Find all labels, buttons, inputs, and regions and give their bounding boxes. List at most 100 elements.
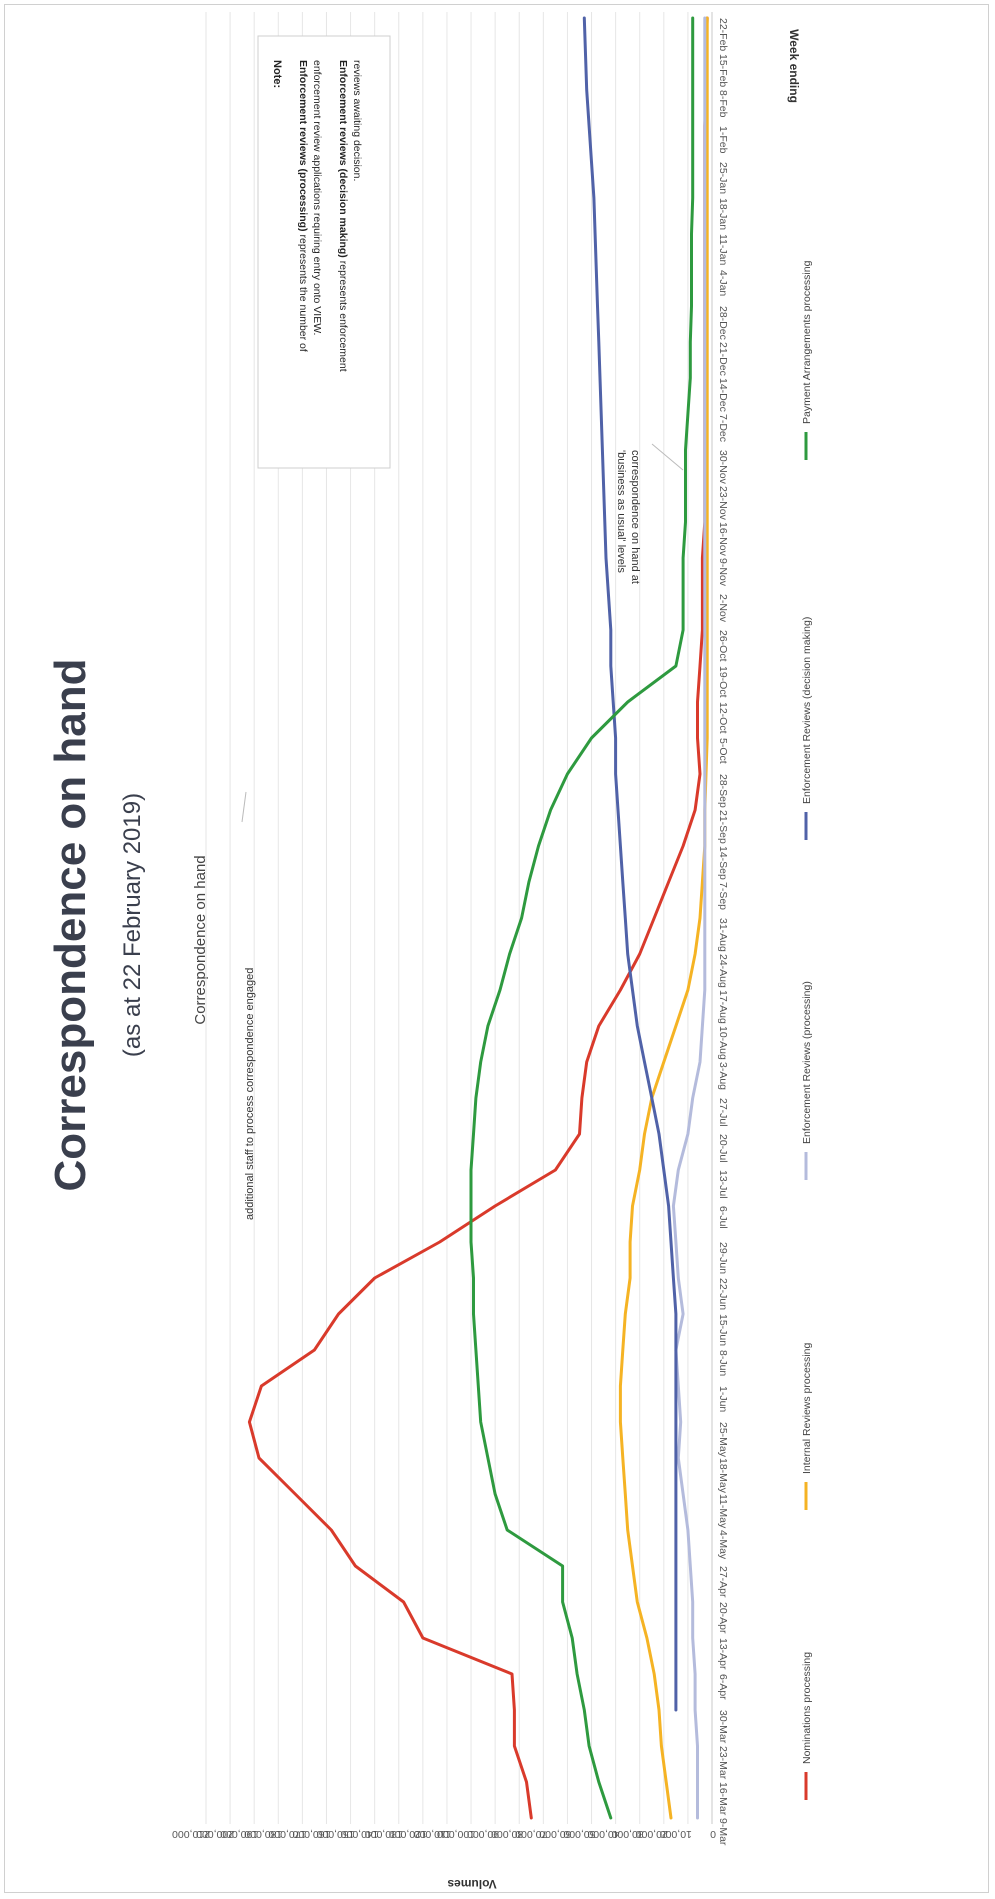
- y-axis-label: Volumes: [447, 1877, 496, 1891]
- chart-title: Correspondence on hand: [192, 855, 209, 1024]
- annotation-leader-staff: [241, 791, 247, 823]
- x-tick-label: 9-Nov: [717, 558, 729, 587]
- annotation-leader-bau: [651, 443, 684, 471]
- x-tick-label: 1-Jun: [717, 1386, 729, 1412]
- x-tick-label: 15-Jun: [717, 1314, 729, 1346]
- x-tick-label: 20-Jul: [717, 1134, 729, 1163]
- y-tick-label: 190,000: [220, 1828, 258, 1840]
- y-tick-label: 10,000: [660, 1828, 692, 1840]
- x-tick-label: 7-Sep: [717, 882, 729, 910]
- note-para2-line2: reviews awaiting decision.: [351, 60, 363, 181]
- series-line-4: [469, 16, 695, 1820]
- x-tick-label: 4-May: [717, 1530, 729, 1560]
- x-tick-label: 20-Apr: [717, 1602, 729, 1634]
- note-box: [257, 35, 391, 469]
- legend-label-0: Nominations processing: [801, 1652, 813, 1764]
- x-tick-label: 8-Feb: [717, 90, 729, 118]
- x-tick-label: 13-Jul: [717, 1170, 729, 1199]
- note-para1-bold: Enforcement reviews (processing): [297, 60, 309, 232]
- x-tick-label: 13-Apr: [717, 1638, 729, 1670]
- page-subtitle: (as at 22 February 2019): [119, 793, 146, 1057]
- x-tick-label: 30-Mar: [717, 1710, 729, 1744]
- y-tick-label: 130,000: [365, 1828, 403, 1840]
- legend-label-2: Enforcement Reviews (processing): [801, 981, 813, 1144]
- note-para1-rest: represents the number of: [297, 232, 309, 352]
- x-tick-label: 23-Nov: [717, 486, 729, 521]
- x-tick-label: 18-Jan: [717, 198, 729, 230]
- x-tick-label: 26-Oct: [717, 630, 729, 662]
- y-tick-label: 70,000: [515, 1828, 547, 1840]
- y-tick-label: 100,000: [437, 1828, 475, 1840]
- y-tick-label: 210,000: [172, 1828, 210, 1840]
- y-tick-label: 0: [710, 1828, 716, 1840]
- x-tick-label: 25-Jan: [717, 162, 729, 194]
- page-title: Correspondence on hand: [46, 659, 95, 1192]
- x-tick-label: 21-Dec: [717, 342, 729, 376]
- x-tick-label: 16-Mar: [717, 1782, 729, 1816]
- x-tick-label: 19-Oct: [717, 666, 729, 698]
- note-para1-line1: Enforcement reviews (processing) represe…: [297, 60, 309, 352]
- y-tick-label: 180,000: [244, 1828, 282, 1840]
- x-tick-label: 12-Oct: [717, 702, 729, 734]
- legend-label-1: Internal Reviews processing: [801, 1343, 813, 1474]
- legend-label-4: Payment Arrangements processing: [801, 260, 813, 424]
- x-tick-label: 30-Nov: [717, 450, 729, 485]
- y-tick-label: 120,000: [389, 1828, 427, 1840]
- y-tick-label: 150,000: [316, 1828, 354, 1840]
- x-tick-label: 4-Jan: [717, 270, 729, 296]
- y-tick-label: 60,000: [539, 1828, 571, 1840]
- x-tick-label: 15-Feb: [717, 54, 729, 87]
- x-tick-label: 11-May: [717, 1494, 729, 1529]
- grid: [205, 12, 713, 1824]
- y-tick-label: 110,000: [414, 1828, 451, 1840]
- x-tick-label: 8-Jun: [717, 1350, 729, 1376]
- x-tick-label: 10-Aug: [717, 1026, 729, 1060]
- x-tick-label: 9-Mar: [717, 1818, 729, 1846]
- y-tick-label: 80,000: [491, 1828, 523, 1840]
- x-tick-label: 11-Jan: [717, 234, 729, 265]
- series-line-2: [671, 16, 707, 1820]
- x-tick-label: 6-Jul: [717, 1206, 729, 1229]
- note-para2-rest: represents enforcement: [337, 258, 349, 372]
- y-tick-label: 40,000: [587, 1828, 619, 1840]
- annotation-staff: additional staff to process corresponden…: [244, 968, 256, 1220]
- x-tick-label: 28-Sep: [717, 774, 729, 808]
- x-axis-label: Week ending: [787, 29, 801, 103]
- x-tick-label: 21-Sep: [717, 810, 729, 844]
- x-tick-label: 16-Nov: [717, 522, 729, 557]
- y-tick-labels: 0 10,00020,00030,00040,00050,00060,00070,…: [172, 1828, 716, 1840]
- x-tick-label: 29-Jun: [717, 1242, 729, 1274]
- x-tick-label: 27-Apr: [717, 1566, 729, 1598]
- x-tick-label: 1-Feb: [717, 126, 729, 154]
- y-tick-label: 170,000: [268, 1828, 306, 1840]
- y-tick-label: 20,000: [636, 1828, 668, 1840]
- y-tick-label: 200,000: [196, 1828, 234, 1840]
- note-para2-bold: Enforcement reviews (decision making): [337, 60, 349, 258]
- x-tick-label: 14-Dec: [717, 378, 729, 412]
- x-tick-label: 17-Aug: [717, 990, 729, 1024]
- y-tick-label: 160,000: [292, 1828, 330, 1840]
- x-tick-label: 25-May: [717, 1422, 729, 1458]
- annotation-bau-line2: 'business as usual' levels: [615, 450, 627, 573]
- x-tick-label: 2-Nov: [717, 594, 729, 623]
- y-tick-label: 30,000: [611, 1828, 643, 1840]
- annotation-bau-line1: correspondence on hand at: [629, 450, 641, 584]
- y-tick-label: 90,000: [467, 1828, 499, 1840]
- legend: Nominations processing Internal Reviews p…: [801, 260, 813, 1800]
- x-tick-labels: 9-Mar 16-Mar 23-Mar 30-Mar 6-Apr 13-Apr 20-Apr…: [717, 18, 729, 1846]
- note-para2-line1: Enforcement reviews (decision making) re…: [337, 60, 349, 372]
- x-tick-label: 14-Sep: [717, 846, 729, 880]
- page-frame: [4, 4, 989, 1893]
- series-lines: [247, 16, 709, 1820]
- note-para1-line2: enforcement review applications requirin…: [311, 60, 323, 335]
- x-tick-label: 18-May: [717, 1458, 729, 1494]
- x-tick-label: 27-Jul: [717, 1098, 729, 1127]
- y-tick-label: 140,000: [341, 1828, 379, 1840]
- x-tick-label: 28-Dec: [717, 306, 729, 340]
- x-tick-label: 5-Oct: [717, 738, 729, 764]
- x-tick-label: 7-Dec: [717, 414, 729, 442]
- series-line-1: [618, 16, 709, 1820]
- x-tick-label: 24-Aug: [717, 954, 729, 988]
- x-tick-label: 23-Mar: [717, 1746, 729, 1780]
